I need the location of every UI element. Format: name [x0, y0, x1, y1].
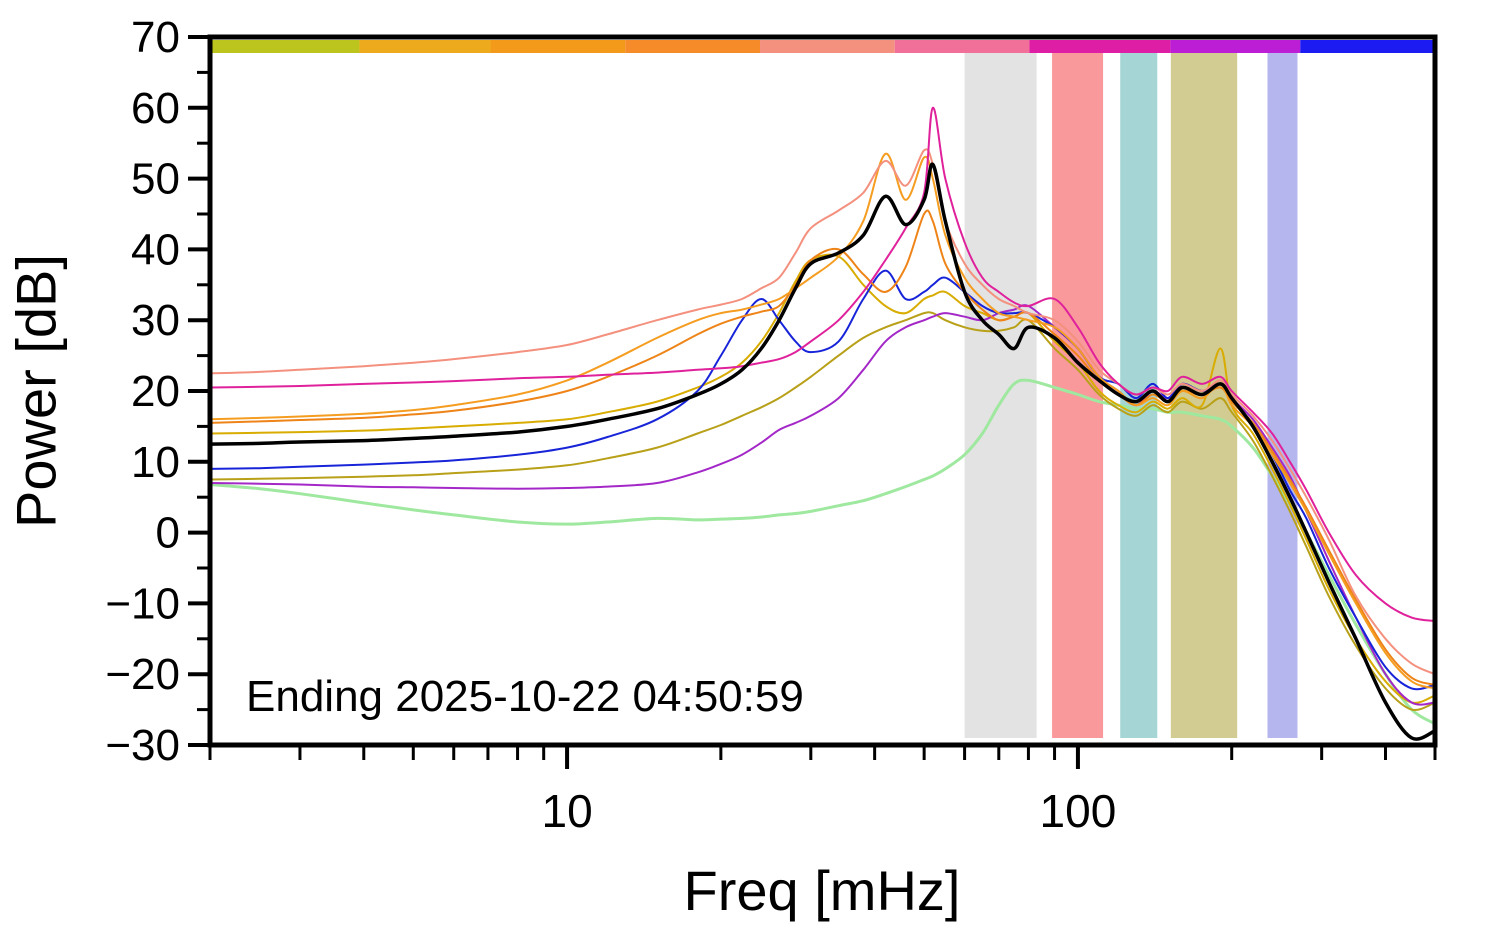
- y-tick-label: 60: [131, 84, 180, 133]
- y-tick-label: 30: [131, 296, 180, 345]
- top-color-bar-segment: [490, 40, 626, 53]
- series-magenta: [210, 106, 1435, 623]
- series-pale-green: [210, 378, 1435, 726]
- y-tick-label: 0: [156, 509, 180, 558]
- x-axis-title: Freq [mHz]: [683, 859, 961, 922]
- x-tick-label: 10: [541, 785, 592, 837]
- top-color-bar-segment: [210, 40, 360, 53]
- y-tick-label: 50: [131, 155, 180, 204]
- series-salmon: [210, 148, 1435, 676]
- top-color-bar-segment: [1300, 40, 1435, 53]
- ending-timestamp: Ending 2025-10-22 04:50:59: [246, 672, 804, 721]
- top-color-bar-segment: [359, 40, 491, 53]
- y-axis-title: Power [dB]: [4, 254, 68, 528]
- y-tick-label: 20: [131, 367, 180, 416]
- axes-frame: [207, 34, 1438, 748]
- y-tick-label: 10: [131, 438, 180, 487]
- series-black: [210, 162, 1435, 741]
- top-color-bar-segment: [625, 40, 761, 53]
- top-color-bar-segment: [1170, 40, 1301, 53]
- y-tick-label: −20: [105, 650, 180, 699]
- top-color-bar-segment: [760, 40, 895, 53]
- y-tick-label: −30: [105, 721, 180, 770]
- y-tick-label: −10: [105, 579, 180, 628]
- series-olive: [210, 311, 1435, 712]
- y-tick-label: 40: [131, 225, 180, 274]
- x-tick-label: 100: [1040, 785, 1117, 837]
- series-goldenrod: [210, 253, 1435, 704]
- shaded-band: [964, 52, 1037, 738]
- shaded-band: [1267, 52, 1298, 738]
- plot-area: [210, 40, 1435, 741]
- series-purple: [210, 304, 1435, 706]
- y-tick-label: 70: [131, 13, 180, 62]
- top-color-bar-segment: [894, 40, 1030, 53]
- top-color-bar-segment: [1029, 40, 1171, 53]
